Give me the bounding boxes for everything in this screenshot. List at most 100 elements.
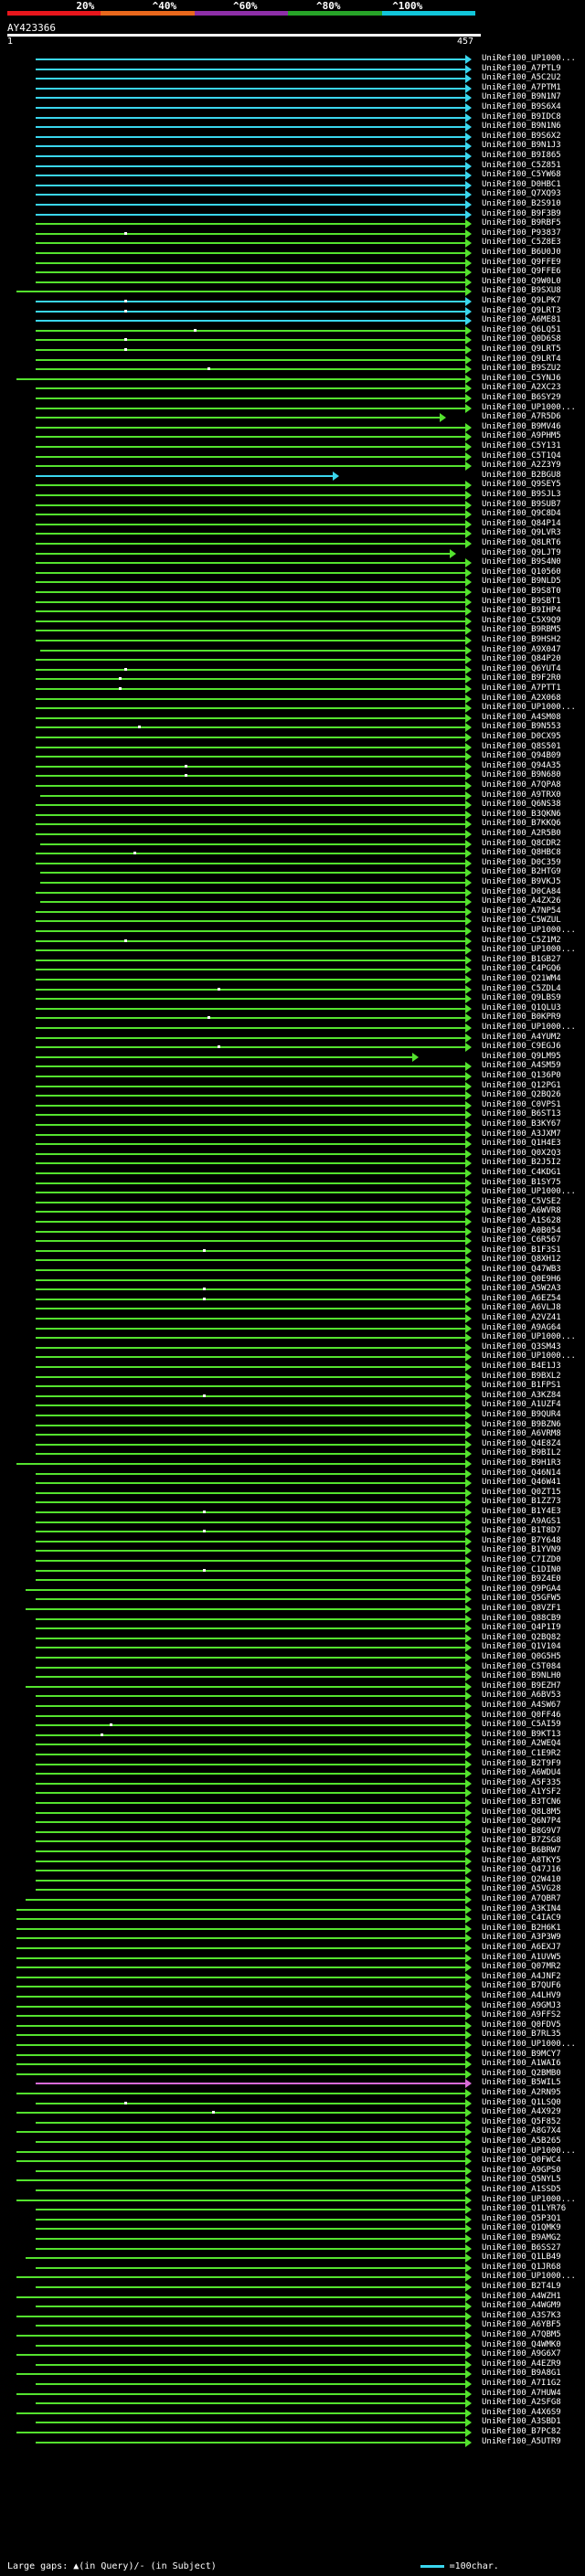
hit-label[interactable]: UniRef100_A6WDU4	[482, 1768, 561, 1778]
hit-row[interactable]: UniRef100_B7PC82	[0, 2427, 585, 2437]
hit-label[interactable]: UniRef100_Q8L8M5	[482, 1807, 561, 1817]
hit-label[interactable]: UniRef100_Q12PG1	[482, 1080, 561, 1090]
hit-label[interactable]: UniRef100_Q4WMK0	[482, 2339, 561, 2349]
hit-row[interactable]: UniRef100_B9BIL2	[0, 1448, 585, 1459]
hit-row[interactable]: UniRef100_Q8S501	[0, 742, 585, 752]
hit-label[interactable]: UniRef100_Q2BQ82	[482, 1632, 561, 1642]
hit-label[interactable]: UniRef100_B9SBT1	[482, 596, 561, 606]
hit-label[interactable]: UniRef100_Q9LJT9	[482, 547, 561, 557]
hit-row[interactable]: UniRef100_A4WZH1	[0, 2292, 585, 2302]
hit-row[interactable]: UniRef100_Q1H4E3	[0, 1139, 585, 1150]
hit-row[interactable]: UniRef100_Q3SM43	[0, 1342, 585, 1352]
hit-row[interactable]: UniRef100_C5Z8E3	[0, 238, 585, 249]
hit-row[interactable]: UniRef100_B9QUR4	[0, 1410, 585, 1420]
hit-row[interactable]: UniRef100_A6EXJ7	[0, 1943, 585, 1953]
hit-label[interactable]: UniRef100_B0KPR9	[482, 1012, 561, 1023]
hit-row[interactable]: UniRef100_Q5P3Q1	[0, 2214, 585, 2224]
hit-label[interactable]: UniRef100_B9F2R0	[482, 673, 561, 684]
hit-label[interactable]: UniRef100_A1YSF2	[482, 1787, 561, 1797]
hit-label[interactable]: UniRef100_B9N1N7	[482, 92, 561, 102]
hit-label[interactable]: UniRef100_B2H6K1	[482, 1923, 561, 1933]
hit-label[interactable]: UniRef100_A4LHV9	[482, 1991, 561, 2000]
hit-row[interactable]: UniRef100_A9X047	[0, 645, 585, 655]
hit-row[interactable]: UniRef100_D0HBC1	[0, 180, 585, 190]
hit-label[interactable]: UniRef100_B9MV46	[482, 421, 561, 431]
hit-label[interactable]: UniRef100_UP1000...	[482, 2040, 576, 2049]
hit-label[interactable]: UniRef100_Q9LPK7	[482, 296, 561, 305]
hit-row[interactable]: UniRef100_B9H1R3	[0, 1458, 585, 1468]
hit-label[interactable]: UniRef100_UP1000...	[482, 54, 576, 63]
hit-label[interactable]: UniRef100_A4YUM2	[482, 1032, 561, 1042]
hit-label[interactable]: UniRef100_B7PC82	[482, 2427, 561, 2436]
hit-label[interactable]: UniRef100_UP1000...	[482, 945, 576, 955]
hit-label[interactable]: UniRef100_UP1000...	[482, 703, 576, 713]
hit-label[interactable]: UniRef100_B1FPS1	[482, 1381, 561, 1391]
hit-label[interactable]: UniRef100_B9SZU2	[482, 364, 561, 374]
hit-label[interactable]: UniRef100_Q9PGA4	[482, 1584, 561, 1594]
hit-row[interactable]: UniRef100_B4E1J3	[0, 1362, 585, 1372]
hit-row[interactable]: UniRef100_B1FPS1	[0, 1381, 585, 1392]
hit-label[interactable]: UniRef100_A4X929	[482, 2107, 561, 2117]
hit-label[interactable]: UniRef100_Q6YUT4	[482, 663, 561, 673]
hit-label[interactable]: UniRef100_B9AMG2	[482, 2233, 561, 2242]
hit-row[interactable]: UniRef100_A4EZR9	[0, 2359, 585, 2369]
hit-label[interactable]: UniRef100_C9EGJ6	[482, 1042, 561, 1052]
hit-row[interactable]: UniRef100_P93837	[0, 228, 585, 239]
hit-row[interactable]: UniRef100_B9BZN6	[0, 1420, 585, 1430]
hit-row[interactable]: UniRef100_B9N1N7	[0, 92, 585, 103]
hit-label[interactable]: UniRef100_Q136P0	[482, 1071, 561, 1080]
hit-row[interactable]: UniRef100_C5YW68	[0, 170, 585, 181]
hit-label[interactable]: UniRef100_C5Z851	[482, 160, 561, 170]
hit-row[interactable]: UniRef100_B3QKN6	[0, 810, 585, 820]
hit-label[interactable]: UniRef100_Q1V104	[482, 1642, 561, 1652]
hit-row[interactable]: UniRef100_Q5GFW5	[0, 1594, 585, 1605]
hit-row[interactable]: UniRef100_C5X9Q9	[0, 616, 585, 626]
hit-row[interactable]: UniRef100_A1UVW5	[0, 1953, 585, 1963]
hit-row[interactable]: UniRef100_B2S910	[0, 199, 585, 209]
hit-row[interactable]: UniRef100_B6ST13	[0, 1109, 585, 1120]
hit-row[interactable]: UniRef100_UP1000...	[0, 1187, 585, 1198]
hit-row[interactable]: UniRef100_Q88CB9	[0, 1614, 585, 1624]
hit-row[interactable]: UniRef100_Q0FWC4	[0, 2156, 585, 2167]
hit-row[interactable]: UniRef100_B9RBM5	[0, 625, 585, 636]
hit-row[interactable]: UniRef100_UP1000...	[0, 945, 585, 956]
hit-label[interactable]: UniRef100_P93837	[482, 228, 561, 238]
hit-label[interactable]: UniRef100_Q46N14	[482, 1468, 561, 1478]
hit-row[interactable]: UniRef100_Q8CDR2	[0, 839, 585, 849]
hit-label[interactable]: UniRef100_C0VPS1	[482, 1099, 561, 1109]
hit-label[interactable]: UniRef100_A3S7K3	[482, 2310, 561, 2320]
hit-row[interactable]: UniRef100_UP1000...	[0, 1023, 585, 1033]
hit-row[interactable]: UniRef100_Q12PG1	[0, 1080, 585, 1091]
hit-row[interactable]: UniRef100_A1WAI6	[0, 2059, 585, 2070]
hit-row[interactable]: UniRef100_Q6LQ51	[0, 325, 585, 335]
hit-label[interactable]: UniRef100_Q0ZT15	[482, 1487, 561, 1497]
hit-row[interactable]: UniRef100_A1SSD5	[0, 2185, 585, 2195]
hit-label[interactable]: UniRef100_Q8XH12	[482, 1255, 561, 1265]
hit-row[interactable]: UniRef100_Q2BMB0	[0, 2069, 585, 2079]
hit-label[interactable]: UniRef100_B6BRW7	[482, 1846, 561, 1855]
hit-row[interactable]: UniRef100_A7HUW4	[0, 2389, 585, 2399]
hit-label[interactable]: UniRef100_A4JNF2	[482, 1971, 561, 1981]
hit-row[interactable]: UniRef100_Q9FFE6	[0, 267, 585, 278]
hit-row[interactable]: UniRef100_B2T9F9	[0, 1759, 585, 1769]
hit-label[interactable]: UniRef100_A3JXM7	[482, 1129, 561, 1139]
hit-row[interactable]: UniRef100_A2WEQ4	[0, 1739, 585, 1750]
hit-row[interactable]: UniRef100_Q9W0L0	[0, 277, 585, 287]
hit-row[interactable]: UniRef100_A1YSF2	[0, 1787, 585, 1798]
hit-label[interactable]: UniRef100_B9IHP4	[482, 606, 561, 616]
hit-row[interactable]: UniRef100_Q9C8D4	[0, 509, 585, 520]
hit-label[interactable]: UniRef100_D0C359	[482, 857, 561, 867]
hit-row[interactable]: UniRef100_B1YVN9	[0, 1545, 585, 1556]
hit-row[interactable]: UniRef100_A6WVR8	[0, 1206, 585, 1217]
hit-row[interactable]: UniRef100_Q9LJT9	[0, 547, 585, 558]
hit-row[interactable]: UniRef100_B9IDC8	[0, 112, 585, 122]
hit-label[interactable]: UniRef100_Q47WB3	[482, 1265, 561, 1274]
hit-row[interactable]: UniRef100_B9N1J3	[0, 141, 585, 152]
hit-label[interactable]: UniRef100_C5VSE2	[482, 1196, 561, 1206]
hit-label[interactable]: UniRef100_B7QUF6	[482, 1981, 561, 1991]
hit-row[interactable]: UniRef100_A7QBM5	[0, 2330, 585, 2340]
hit-row[interactable]: UniRef100_Q5NYL5	[0, 2175, 585, 2186]
hit-label[interactable]: UniRef100_A6VRM8	[482, 1429, 561, 1439]
hit-label[interactable]: UniRef100_A2R5B0	[482, 829, 561, 838]
hit-label[interactable]: UniRef100_A7QPA8	[482, 780, 561, 790]
